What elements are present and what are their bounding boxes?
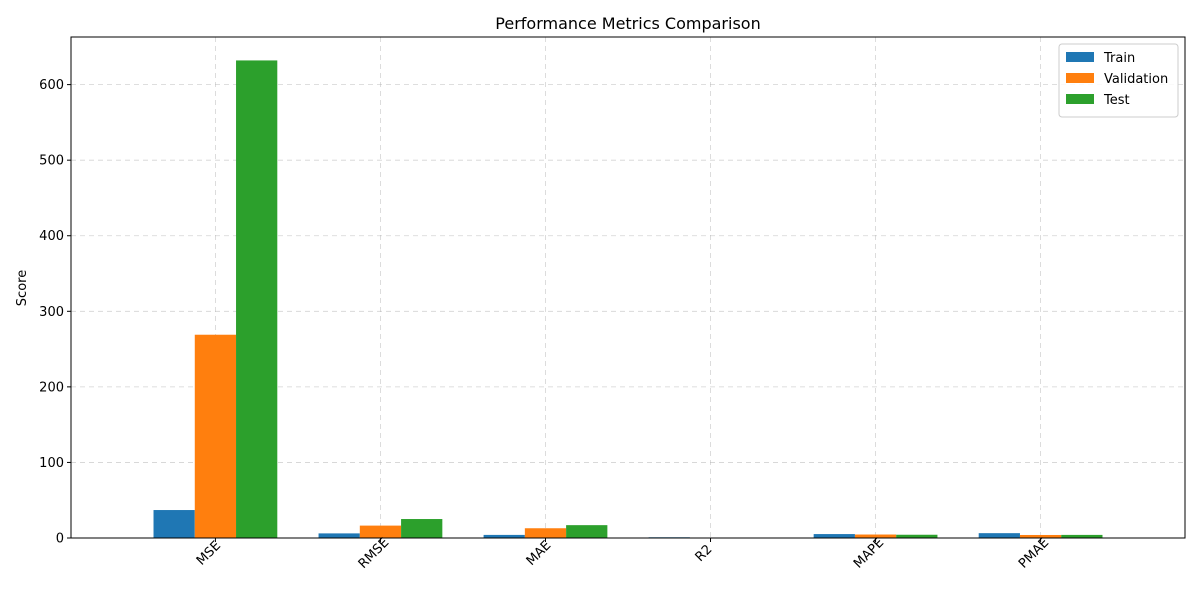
bar-validation-mse [195, 335, 236, 538]
y-tick-label: 100 [39, 456, 64, 471]
bars-layer [154, 60, 1103, 538]
bar-train-pmae [979, 533, 1020, 538]
y-tick-label: 300 [39, 305, 64, 320]
bar-validation-mae [525, 528, 566, 538]
bar-test-mse [236, 60, 277, 538]
y-axis: 0 100 200 300 400 500 600 [39, 78, 71, 546]
bar-test-rmse [401, 519, 442, 538]
y-tick-label: 500 [39, 154, 64, 169]
legend-label: Test [1103, 93, 1130, 108]
x-tick-label: MSE [194, 538, 224, 568]
x-tick-label: MAE [524, 538, 555, 569]
x-tick-label: RMSE [356, 535, 393, 572]
bar-train-mse [154, 510, 195, 538]
bar-train-mape [814, 534, 855, 538]
bar-train-rmse [319, 533, 360, 538]
legend-swatch [1066, 52, 1094, 62]
y-tick-label: 0 [56, 532, 64, 547]
chart-title: Performance Metrics Comparison [495, 14, 760, 33]
legend: Train Validation Test [1059, 44, 1178, 117]
y-tick-label: 200 [39, 380, 64, 395]
legend-label: Train [1103, 51, 1135, 66]
legend-swatch [1066, 94, 1094, 104]
x-tick-label: R2 [693, 542, 716, 565]
x-tick-label: PMAE [1016, 535, 1052, 571]
x-tick-label: MAPE [851, 535, 887, 571]
legend-label: Validation [1104, 72, 1168, 87]
x-axis: MSE RMSE MAE R2 MAPE PMAE [194, 535, 1052, 572]
y-tick-label: 400 [39, 229, 64, 244]
y-tick-label: 600 [39, 78, 64, 93]
bar-test-mae [566, 525, 607, 538]
y-axis-label: Score [15, 270, 30, 306]
legend-swatch [1066, 73, 1094, 83]
